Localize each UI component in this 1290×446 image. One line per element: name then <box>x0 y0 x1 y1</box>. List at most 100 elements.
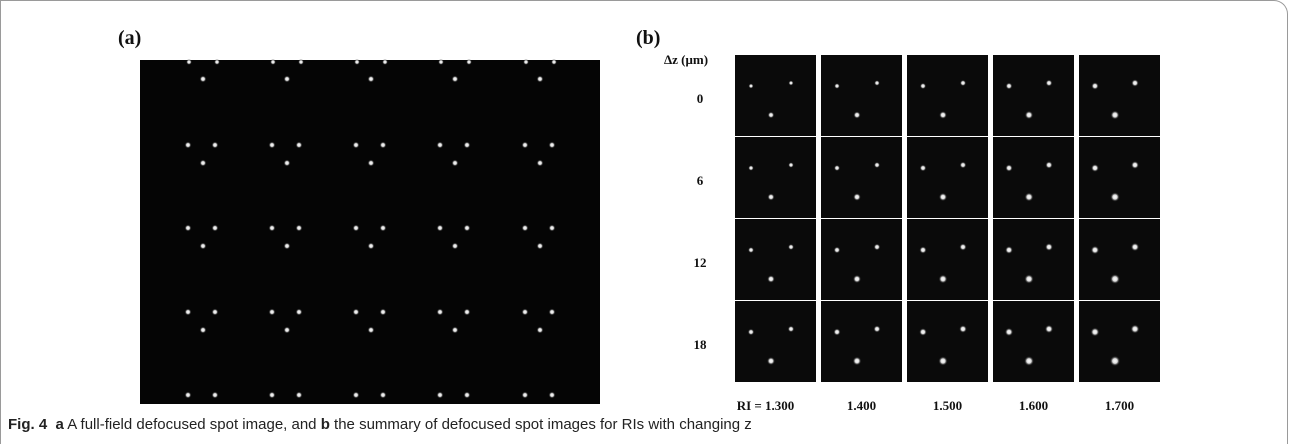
spot <box>436 224 444 232</box>
cell-image <box>907 219 988 300</box>
spot <box>1044 324 1054 334</box>
spot <box>367 75 375 83</box>
spot <box>938 192 948 202</box>
spot <box>352 224 360 232</box>
cell-image <box>993 55 1074 136</box>
figure: (a) (b) Δz (μm) 0 6 12 18 RI = 1.300 1.400 1.5… <box>118 27 1160 412</box>
spot <box>283 242 291 250</box>
spot <box>199 242 207 250</box>
spot <box>788 80 794 86</box>
spot <box>939 111 947 119</box>
spot <box>1130 160 1140 170</box>
spot <box>834 83 840 89</box>
spot <box>184 308 192 316</box>
spot <box>268 224 276 232</box>
spot <box>548 391 556 399</box>
spot <box>283 326 291 334</box>
row-label: 6 <box>697 173 704 188</box>
panel-b-label: (b) <box>636 27 660 49</box>
spot <box>436 141 444 149</box>
spot <box>354 59 360 65</box>
spot <box>873 243 881 251</box>
spot <box>536 75 544 83</box>
spot <box>1045 79 1053 87</box>
spot <box>748 165 754 171</box>
spot <box>1110 192 1120 202</box>
spot <box>959 325 967 333</box>
spot <box>523 59 529 65</box>
spot <box>1045 161 1053 169</box>
spot <box>521 308 529 316</box>
spot <box>186 59 192 65</box>
column-label: RI = 1.300 <box>737 398 795 412</box>
spot <box>184 391 192 399</box>
spot <box>463 391 471 399</box>
spot <box>379 141 387 149</box>
panel-a-spots <box>184 59 557 399</box>
spot <box>295 224 303 232</box>
spot <box>451 75 459 83</box>
spot <box>438 59 444 65</box>
spot <box>551 59 557 65</box>
spot <box>1091 82 1099 90</box>
spot <box>295 141 303 149</box>
spot <box>199 75 207 83</box>
spot <box>959 161 967 169</box>
spot <box>466 59 472 65</box>
spot <box>270 59 276 65</box>
spot <box>1109 273 1121 285</box>
spot <box>436 308 444 316</box>
spot <box>833 164 841 172</box>
cell-image <box>1079 301 1160 382</box>
cell-image <box>735 301 816 382</box>
spot <box>1005 164 1013 172</box>
cell-image <box>907 55 988 136</box>
spot <box>536 242 544 250</box>
spot <box>747 246 755 254</box>
caption-text: the summary of defocused spot images for… <box>334 416 752 433</box>
spot <box>959 243 967 251</box>
spot <box>521 141 529 149</box>
spot <box>1130 242 1140 252</box>
spot <box>874 80 880 86</box>
spot <box>919 328 927 336</box>
spot <box>1024 274 1034 284</box>
spot <box>283 75 291 83</box>
spot <box>268 308 276 316</box>
spot <box>295 308 303 316</box>
spot <box>199 326 207 334</box>
spot <box>199 159 207 167</box>
spot <box>938 356 948 366</box>
spot <box>1004 327 1014 337</box>
spot <box>463 308 471 316</box>
spot <box>767 111 775 119</box>
caption: Fig. 4 a A full-field defocused spot ima… <box>8 416 752 433</box>
spot <box>548 141 556 149</box>
spot <box>852 356 862 366</box>
column-label: 1.600 <box>1019 398 1048 412</box>
panel-a-label: (a) <box>118 27 141 49</box>
cell-image <box>735 137 816 218</box>
spot <box>873 325 881 333</box>
spot <box>1090 163 1100 173</box>
spot <box>463 141 471 149</box>
spot <box>548 224 556 232</box>
caption-marker: a <box>55 416 64 433</box>
caption-marker: b <box>320 416 330 433</box>
spot <box>536 159 544 167</box>
spot <box>451 242 459 250</box>
cell-image <box>821 55 902 136</box>
spot <box>1131 79 1139 87</box>
spot <box>1024 192 1034 202</box>
caption-text: A full-field defocused spot image, and <box>67 416 317 433</box>
spot <box>184 141 192 149</box>
spot <box>919 82 927 90</box>
spot <box>938 274 948 284</box>
spot <box>379 224 387 232</box>
cell-image <box>1079 55 1160 136</box>
panel-a-image <box>140 60 600 404</box>
cell-image <box>907 301 988 382</box>
cell-image <box>993 301 1074 382</box>
spot <box>521 224 529 232</box>
